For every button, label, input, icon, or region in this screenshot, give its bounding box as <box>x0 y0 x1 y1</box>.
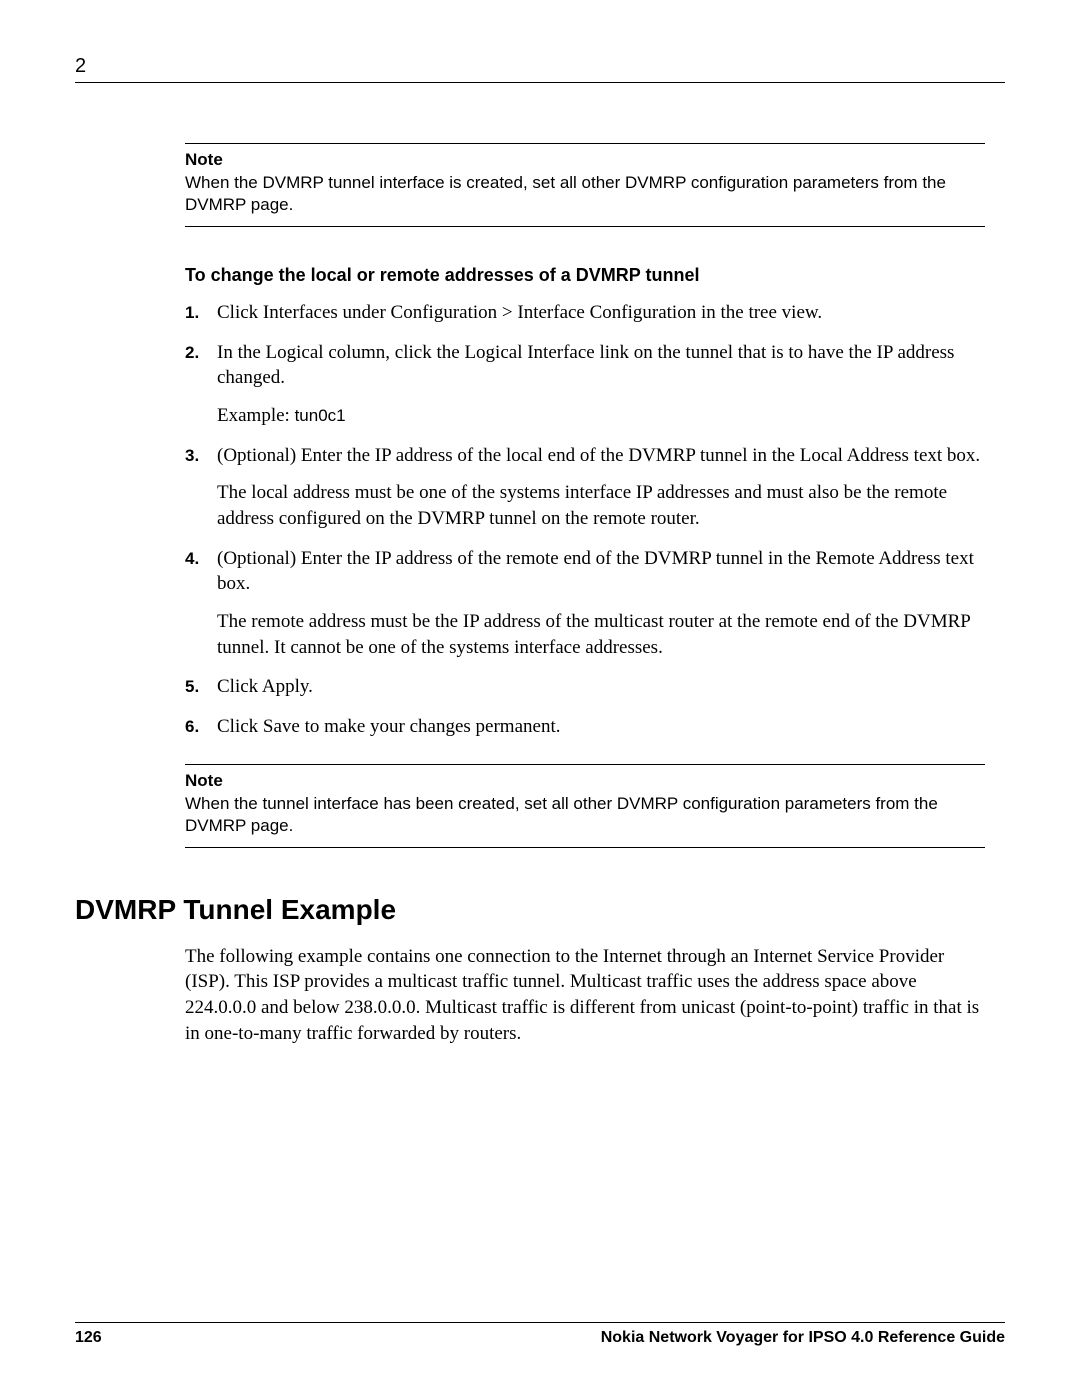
step-item: Click Interfaces under Configuration > I… <box>185 300 985 326</box>
note-title: Note <box>185 150 985 170</box>
doc-title: Nokia Network Voyager for IPSO 4.0 Refer… <box>601 1329 1005 1347</box>
step-item: (Optional) Enter the IP address of the l… <box>185 443 985 532</box>
step-text: (Optional) Enter the IP address of the r… <box>217 548 974 595</box>
step-text: Click Apply. <box>217 676 313 697</box>
step-item: In the Logical column, click the Logical… <box>185 340 985 429</box>
example-value: tun0c1 <box>295 406 346 425</box>
step-extra: The local address must be one of the sys… <box>217 480 985 531</box>
note-body: When the tunnel interface has been creat… <box>185 793 985 837</box>
step-text: Click Save to make your changes permanen… <box>217 716 560 737</box>
note-title: Note <box>185 771 985 791</box>
note-body: When the DVMRP tunnel interface is creat… <box>185 172 985 216</box>
section-body: The following example contains one conne… <box>185 944 985 1047</box>
note-block-2: Note When the tunnel interface has been … <box>185 764 985 848</box>
procedure-steps: Click Interfaces under Configuration > I… <box>185 300 985 739</box>
step-example: Example: tun0c1 <box>217 403 985 429</box>
page-number: 126 <box>75 1329 102 1347</box>
step-text: (Optional) Enter the IP address of the l… <box>217 445 980 466</box>
chapter-number: 2 <box>75 55 1005 83</box>
example-label: Example: <box>217 405 295 426</box>
page-footer: 126 Nokia Network Voyager for IPSO 4.0 R… <box>75 1322 1005 1347</box>
step-item: (Optional) Enter the IP address of the r… <box>185 546 985 661</box>
step-item: Click Save to make your changes permanen… <box>185 714 985 740</box>
step-text: Click Interfaces under Configuration > I… <box>217 302 822 323</box>
section-heading: DVMRP Tunnel Example <box>75 894 985 926</box>
step-extra: The remote address must be the IP addres… <box>217 609 985 660</box>
step-item: Click Apply. <box>185 674 985 700</box>
note-block-1: Note When the DVMRP tunnel interface is … <box>185 143 985 227</box>
page: 2 Note When the DVMRP tunnel interface i… <box>0 0 1080 1397</box>
procedure-heading: To change the local or remote addresses … <box>185 265 985 286</box>
step-text: In the Logical column, click the Logical… <box>217 342 954 389</box>
